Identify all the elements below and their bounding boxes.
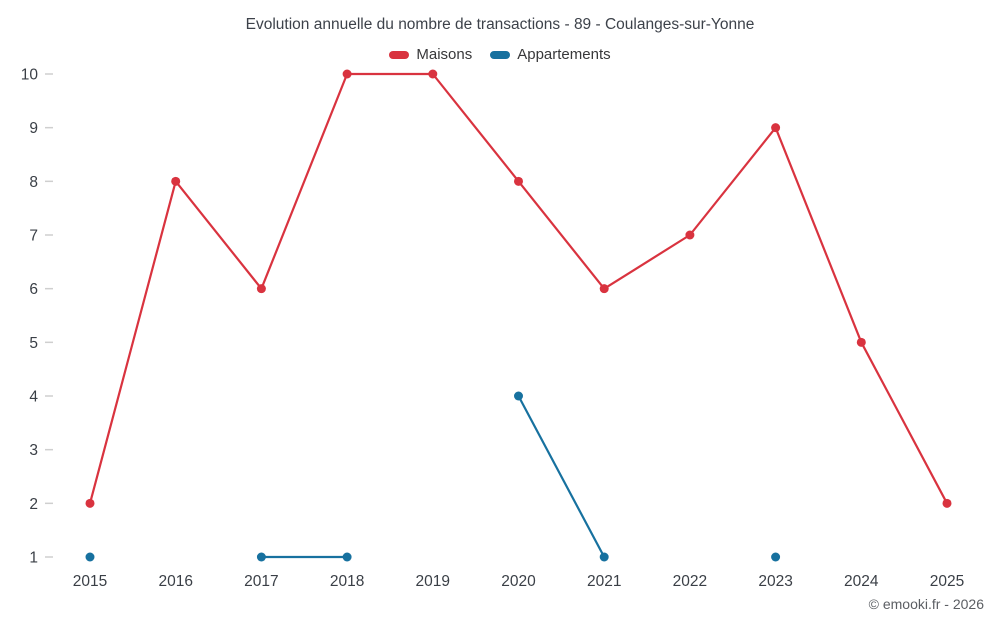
data-point-maisons[interactable]	[942, 498, 952, 508]
maisons-series-marker-icon	[389, 50, 410, 59]
y-axis-tick-label: 5	[29, 335, 38, 352]
y-axis-tick-label: 6	[29, 281, 38, 298]
legend-item-maisons[interactable]: Maisons	[389, 46, 472, 63]
x-axis-tick-label: 2024	[844, 573, 879, 590]
data-point-appartements[interactable]	[514, 391, 523, 401]
y-axis-tick-label: 9	[29, 120, 38, 137]
data-point-maisons[interactable]	[428, 69, 438, 79]
data-point-maisons[interactable]	[256, 284, 266, 294]
y-axis-tick-label: 4	[29, 389, 38, 406]
x-axis-tick-label: 2022	[673, 573, 707, 590]
y-axis-tick-label: 8	[29, 174, 38, 191]
series-line-maisons[interactable]	[88, 72, 949, 505]
y-axis-tick-label: 2	[29, 496, 38, 513]
data-point-appartements[interactable]	[599, 552, 609, 562]
series-line-appartements[interactable]	[517, 394, 606, 559]
data-point-maisons[interactable]	[171, 176, 181, 186]
copyright-text: © emooki.fr - 2026	[868, 596, 984, 612]
legend-label-maisons: Maisons	[416, 46, 473, 63]
appartements-series-marker-icon	[490, 50, 511, 59]
data-point-maisons[interactable]	[771, 123, 781, 133]
x-axis-tick-label: 2019	[416, 573, 450, 590]
x-axis-tick-label: 2025	[930, 573, 964, 590]
y-axis-tick-label: 3	[29, 442, 38, 459]
x-axis-tick-label: 2021	[587, 573, 621, 590]
data-point-maisons[interactable]	[599, 284, 609, 294]
chart-title: Evolution annuelle du nombre de transact…	[245, 16, 755, 33]
data-point-maisons[interactable]	[342, 69, 352, 79]
x-axis-tick-label: 2015	[73, 573, 107, 590]
legend-label-appartements: Appartements	[517, 46, 611, 63]
data-point-appartements[interactable]	[256, 552, 266, 562]
data-point-appartements[interactable]	[342, 552, 352, 562]
x-axis-tick-label: 2017	[244, 573, 278, 590]
legend-item-appartements[interactable]: Appartements	[490, 46, 611, 63]
y-axis-tick-label: 1	[29, 550, 38, 567]
x-axis-tick-label: 2023	[758, 573, 792, 590]
y-axis-tick-label: 7	[29, 228, 38, 245]
legend: Maisons Appartements	[0, 46, 1000, 63]
x-axis-tick-label: 2020	[501, 573, 536, 590]
y-axis-tick-label: 10	[21, 67, 39, 84]
data-point-appartements[interactable]	[85, 552, 95, 562]
data-point-maisons[interactable]	[85, 498, 95, 508]
x-axis-tick-label: 2016	[158, 573, 192, 590]
data-point-appartements[interactable]	[771, 552, 781, 562]
data-point-maisons[interactable]	[514, 176, 523, 186]
data-point-maisons[interactable]	[856, 337, 866, 347]
data-point-maisons[interactable]	[685, 230, 695, 240]
x-axis-tick-label: 2018	[330, 573, 364, 590]
